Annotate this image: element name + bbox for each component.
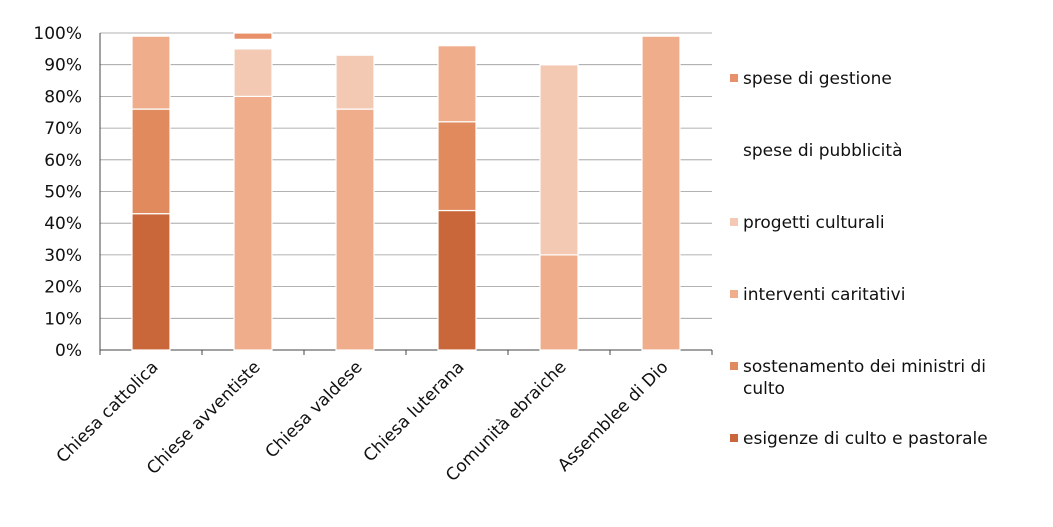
bar-segment — [335, 54, 375, 110]
x-category-label: Chiesa luterana — [360, 357, 469, 466]
y-tick-label: 20% — [44, 278, 82, 298]
legend-label: esigenze di culto e pastorale — [743, 429, 988, 449]
bar-segment — [539, 35, 579, 66]
bar-segment — [233, 32, 273, 40]
legend-swatch — [730, 74, 738, 82]
y-tick-label: 10% — [44, 309, 82, 329]
legend-label: spese di pubblicità — [743, 141, 903, 161]
legend-item: spese di gestione — [730, 68, 892, 90]
y-tick-label: 50% — [44, 183, 82, 203]
bar-segment — [131, 108, 171, 215]
y-tick-label: 80% — [44, 87, 82, 107]
bar-segment — [131, 35, 171, 110]
bar-segment — [539, 254, 579, 351]
x-category-label: Chiesa cattolica — [53, 357, 163, 467]
legend-swatch — [730, 362, 738, 370]
legend-swatch — [730, 434, 738, 442]
bar-segment — [539, 64, 579, 256]
bar-segment — [437, 209, 477, 351]
bar-segment — [233, 38, 273, 50]
legend-label: progetti culturali — [743, 213, 885, 233]
legend-swatch — [730, 218, 738, 226]
legend-label: sostenamento dei ministri di culto — [743, 357, 987, 399]
legend-swatch — [730, 146, 738, 154]
y-tick-label: 90% — [44, 56, 82, 76]
y-tick-label: 70% — [44, 119, 82, 139]
legend-item: interventi caritativi — [730, 284, 905, 306]
y-tick-label: 40% — [44, 214, 82, 234]
x-category-label: Assemblee di Dio — [554, 357, 672, 475]
y-tick-label: 100% — [33, 24, 82, 44]
legend-label: spese di gestione — [743, 69, 892, 89]
bar-segment — [233, 95, 273, 351]
y-tick-label: 0% — [55, 341, 82, 361]
legend-item: progetti culturali — [730, 212, 885, 234]
legend-label: interventi caritativi — [743, 285, 906, 305]
bar-segment — [437, 121, 477, 212]
bar-segment — [437, 45, 477, 123]
legend-item: sostenamento dei ministri di culto — [730, 356, 1033, 400]
bar-segment — [335, 108, 375, 351]
x-category-label: Chiesa valdese — [262, 357, 367, 462]
bar-segment — [641, 35, 681, 351]
bar-segment — [233, 48, 273, 97]
y-tick-label: 30% — [44, 246, 82, 266]
legend-item: spese di pubblicità — [730, 140, 903, 162]
bar-segment — [131, 213, 171, 351]
y-tick-label: 60% — [44, 151, 82, 171]
legend-item: esigenze di culto e pastorale — [730, 428, 1033, 450]
x-category-label: Chiese avventiste — [143, 357, 264, 478]
legend-swatch — [730, 290, 738, 298]
